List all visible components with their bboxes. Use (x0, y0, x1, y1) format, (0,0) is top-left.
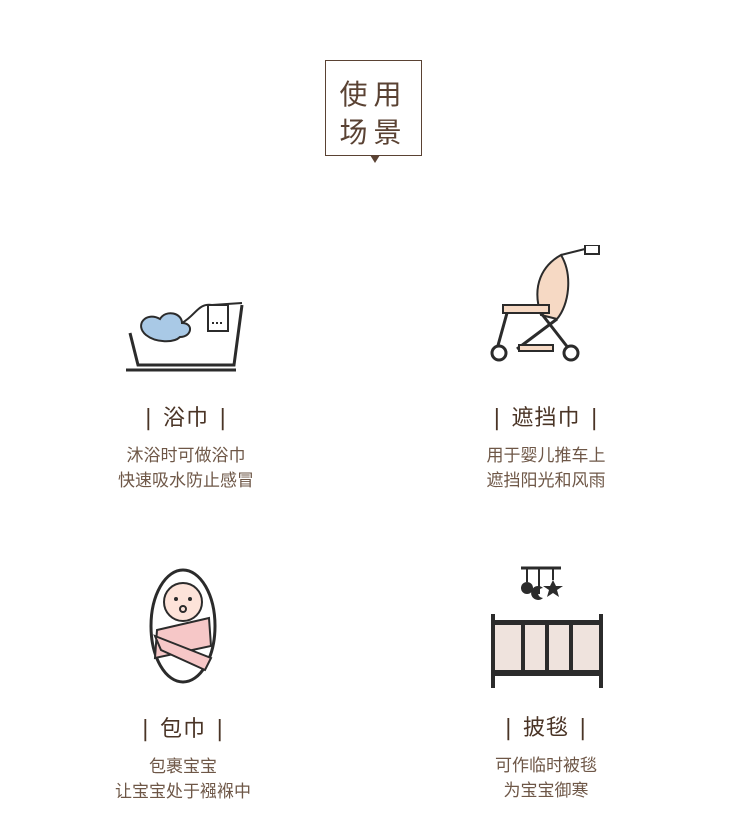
item-description: 可作临时被毯 为宝宝御寒 (396, 754, 696, 804)
title-box: 使用 场景 (325, 60, 422, 156)
scene-item-towel: | 浴巾 | 沐浴时可做浴巾 快速吸水防止感冒 (36, 285, 336, 494)
name-separator: | (144, 406, 153, 431)
name-separator: | (493, 406, 502, 431)
item-name: 浴巾 (162, 406, 209, 431)
description-line-1: 用于婴儿推车上 (486, 446, 606, 466)
description-line-2: 快速吸水防止感冒 (118, 471, 254, 491)
name-separator: | (590, 406, 599, 431)
description-line-1: 包裹宝宝 (149, 757, 217, 777)
description-line-1: 沐浴时可做浴巾 (126, 446, 246, 466)
item-name: 包巾 (159, 717, 206, 742)
bathtub-icon (126, 302, 244, 372)
name-separator: | (504, 716, 513, 741)
title-line-1: 使用 (339, 78, 408, 111)
item-description: 用于婴儿推车上 遮挡阳光和风雨 (396, 444, 696, 494)
stroller-icon (490, 245, 600, 362)
name-separator: | (216, 717, 225, 742)
name-separator: | (141, 717, 150, 742)
scene-item-cover: | 遮挡巾 | 用于婴儿推车上 遮挡阳光和风雨 (396, 245, 696, 494)
crib-icon (491, 566, 603, 688)
title-arrow-icon (370, 155, 380, 163)
item-name: 遮挡巾 (511, 406, 581, 431)
name-separator: | (579, 716, 588, 741)
scene-item-wrap: | 包巾 | 包裹宝宝 让宝宝处于襁褓中 (33, 566, 333, 805)
title-line-2: 场景 (339, 116, 408, 149)
description-line-2: 为宝宝御寒 (503, 781, 589, 801)
scene-item-blanket: | 披毯 | 可作临时被毯 为宝宝御寒 (396, 566, 696, 804)
description-line-2: 遮挡阳光和风雨 (486, 471, 606, 491)
item-description: 沐浴时可做浴巾 快速吸水防止感冒 (36, 444, 336, 494)
description-line-1: 可作临时被毯 (495, 756, 597, 776)
swaddled-baby-icon (149, 568, 217, 684)
description-line-2: 让宝宝处于襁褓中 (115, 782, 251, 802)
item-description: 包裹宝宝 让宝宝处于襁褓中 (33, 755, 333, 805)
name-separator: | (219, 406, 228, 431)
item-name: 披毯 (522, 716, 569, 741)
